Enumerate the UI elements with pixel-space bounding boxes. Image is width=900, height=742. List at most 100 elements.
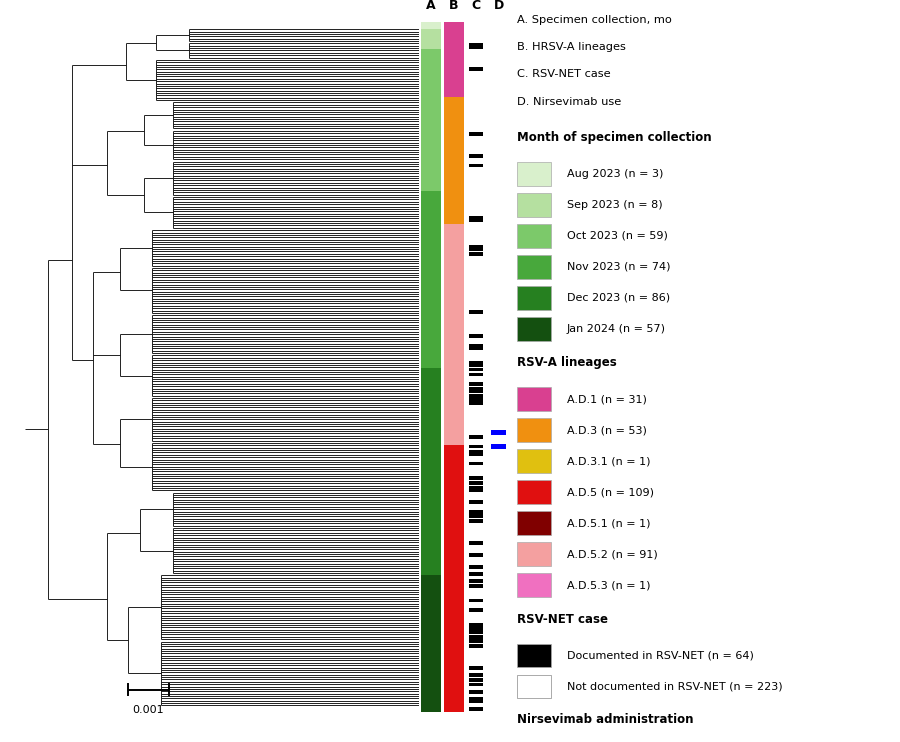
Bar: [469, 397, 483, 401]
Bar: [421, 188, 441, 191]
Bar: [469, 436, 483, 439]
Bar: [421, 643, 441, 645]
Bar: [421, 568, 441, 571]
Bar: [421, 527, 441, 530]
Bar: [421, 119, 441, 121]
Bar: [421, 330, 441, 332]
Bar: [469, 488, 483, 492]
Bar: [421, 214, 441, 217]
Bar: [421, 515, 441, 518]
Bar: [421, 294, 441, 296]
Bar: [469, 673, 483, 677]
Bar: [421, 226, 441, 229]
Bar: [469, 246, 483, 249]
Bar: [421, 135, 441, 138]
Bar: [421, 352, 441, 354]
Bar: [421, 313, 441, 315]
Bar: [421, 623, 441, 626]
Bar: [421, 693, 441, 695]
Bar: [517, 542, 551, 566]
Bar: [421, 443, 441, 445]
Bar: [469, 599, 483, 603]
Bar: [421, 116, 441, 119]
Bar: [421, 128, 441, 131]
Bar: [421, 580, 441, 582]
Bar: [421, 708, 441, 710]
Bar: [421, 689, 441, 691]
Bar: [421, 164, 441, 166]
Bar: [421, 578, 441, 580]
Bar: [421, 544, 441, 546]
Bar: [421, 676, 441, 679]
Bar: [469, 514, 483, 518]
Bar: [421, 243, 441, 246]
Bar: [421, 395, 441, 398]
Bar: [421, 255, 441, 258]
Bar: [421, 424, 441, 426]
Bar: [469, 700, 483, 703]
Bar: [421, 263, 441, 265]
Bar: [421, 621, 441, 623]
Bar: [421, 606, 441, 609]
Bar: [421, 140, 441, 142]
Bar: [421, 674, 441, 676]
Bar: [469, 541, 483, 545]
Bar: [421, 160, 441, 162]
Bar: [421, 340, 441, 342]
Bar: [421, 335, 441, 337]
Bar: [469, 666, 483, 669]
Bar: [421, 342, 441, 344]
Text: B: B: [449, 0, 458, 12]
Bar: [421, 289, 441, 292]
Bar: [421, 114, 441, 116]
Bar: [421, 412, 441, 414]
Bar: [421, 270, 441, 272]
Bar: [421, 501, 441, 503]
Bar: [421, 87, 441, 90]
Bar: [421, 260, 441, 263]
Bar: [421, 602, 441, 604]
Bar: [421, 292, 441, 294]
Text: Nirsevimab administration: Nirsevimab administration: [517, 713, 693, 726]
Bar: [421, 407, 441, 410]
Bar: [421, 145, 441, 148]
Bar: [421, 131, 441, 133]
Bar: [421, 563, 441, 565]
Bar: [421, 94, 441, 96]
Bar: [421, 32, 441, 34]
Bar: [421, 309, 441, 311]
Bar: [421, 441, 441, 443]
Bar: [421, 505, 441, 508]
Bar: [517, 674, 551, 698]
Bar: [517, 418, 551, 442]
Bar: [421, 296, 441, 299]
Bar: [421, 96, 441, 99]
Bar: [421, 683, 441, 686]
Bar: [421, 551, 441, 554]
Bar: [421, 306, 441, 309]
Text: A.D.5.3 (n = 1): A.D.5.3 (n = 1): [567, 580, 650, 590]
Bar: [421, 496, 441, 499]
Bar: [421, 63, 441, 65]
Bar: [421, 462, 441, 464]
Bar: [421, 493, 441, 496]
Bar: [491, 444, 506, 449]
Bar: [421, 82, 441, 85]
Bar: [469, 310, 483, 314]
Bar: [421, 508, 441, 510]
Text: C. RSV-NET case: C. RSV-NET case: [517, 69, 610, 79]
Bar: [421, 431, 441, 433]
Bar: [421, 549, 441, 551]
Bar: [421, 616, 441, 619]
Bar: [421, 24, 441, 27]
Bar: [469, 486, 483, 489]
Bar: [421, 664, 441, 666]
Bar: [421, 590, 441, 592]
Bar: [469, 510, 483, 513]
Bar: [469, 401, 483, 405]
Bar: [421, 400, 441, 402]
Bar: [421, 75, 441, 78]
Bar: [421, 318, 441, 321]
Bar: [421, 59, 441, 61]
Bar: [469, 476, 483, 479]
